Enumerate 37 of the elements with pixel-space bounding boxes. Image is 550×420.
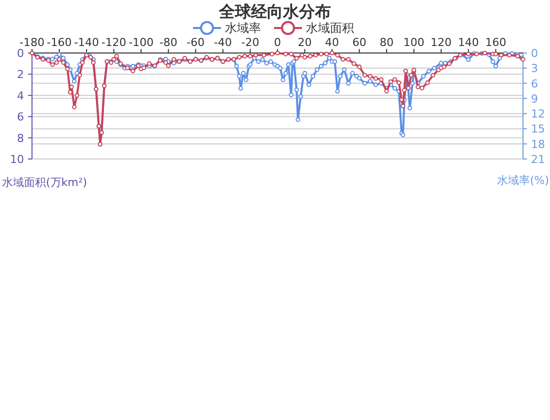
y2-axis-title: 水域率(%)	[496, 174, 550, 187]
x-tick-label: -160	[46, 36, 72, 49]
x-tick-label: 100	[403, 36, 424, 49]
x-tick-label: 80	[380, 36, 394, 49]
legend-label: 水域面积	[306, 21, 354, 35]
x-tick-label: -60	[186, 36, 205, 49]
y-axis-title: 水域面积(万km²)	[2, 176, 88, 189]
x-tick-label: -100	[128, 36, 154, 49]
x-tick-label: -180	[20, 36, 44, 49]
x-tick-label: -40	[214, 36, 232, 49]
x-tick-label: 0	[274, 36, 281, 49]
y-tick-label: 2	[17, 68, 24, 82]
x-tick-label: -140	[74, 36, 100, 49]
y2-tick-label: 15	[531, 122, 545, 136]
y-tick-label: 4	[17, 89, 24, 102]
y2-tick-label: 21	[531, 153, 545, 166]
x-tick-label: 20	[298, 36, 312, 49]
legend-label: 水域率	[225, 21, 261, 35]
y2-tick-label: 0	[531, 47, 538, 60]
y2-tick-label: 18	[531, 138, 545, 151]
y2-tick-label: 6	[531, 77, 538, 90]
x-tick-label: 60	[352, 36, 366, 49]
y2-tick-label: 12	[531, 108, 545, 121]
x-tick-label: -120	[101, 36, 126, 49]
y-tick-label: 0	[17, 47, 24, 60]
x-tick-label: 120	[430, 36, 452, 49]
y-tick-label: 8	[17, 132, 24, 145]
x-tick-label: 160	[485, 36, 506, 49]
x-tick-label: 40	[325, 36, 340, 49]
y-tick-label: 6	[17, 110, 24, 124]
chart-title: 全球经向水分布	[218, 2, 331, 21]
y2-tick-label: 9	[531, 92, 538, 106]
y-tick-label: 10	[10, 153, 24, 166]
x-tick-label: -20	[241, 36, 260, 49]
x-tick-label: -80	[159, 36, 178, 49]
y2-tick-label: 3	[531, 62, 538, 76]
x-tick-label: 140	[458, 36, 479, 49]
